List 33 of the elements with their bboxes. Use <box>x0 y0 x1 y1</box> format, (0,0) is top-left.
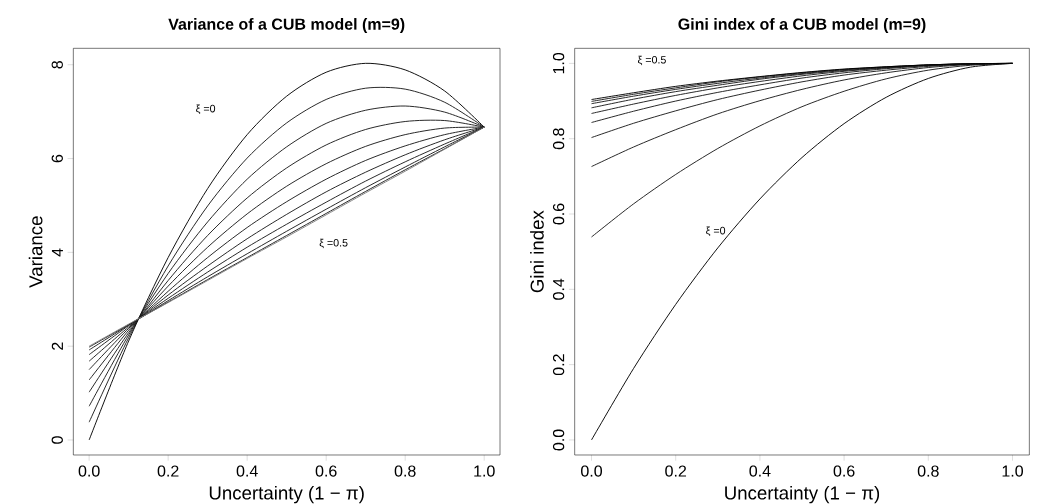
x-tick-label: 0.4 <box>749 465 771 477</box>
y-tick-label: 6 <box>51 154 63 163</box>
y-tick-label: 0.4 <box>552 278 565 300</box>
x-tick-label: 0.8 <box>394 465 416 477</box>
x-tick-label: 0.0 <box>78 465 100 477</box>
y-tick-label: 0.6 <box>552 203 565 225</box>
y-axis-title: Gini index <box>530 210 544 293</box>
chart-title: Variance of a CUB model (m=9) <box>168 18 405 33</box>
x-tick-label: 0.6 <box>315 465 337 477</box>
y-tick-label: 0.2 <box>552 354 565 376</box>
annotation: ξ =0 <box>706 226 726 237</box>
annotation: ξ =0.5 <box>319 238 348 249</box>
chart-title: Gini index of a CUB model (m=9) <box>678 18 926 33</box>
y-axis-title: Variance <box>28 216 43 288</box>
x-tick-label: 0.0 <box>581 465 603 477</box>
x-tick-label: 0.4 <box>236 465 258 477</box>
x-tick-label: 0.6 <box>833 465 855 477</box>
x-tick-label: 1.0 <box>1002 465 1024 477</box>
annotation: ξ =0 <box>196 104 216 115</box>
x-axis-title: Uncertainty (1 − π) <box>725 485 880 504</box>
x-tick-label: 0.8 <box>917 465 939 477</box>
y-tick-label: 0.0 <box>552 429 565 451</box>
x-tick-label: 0.2 <box>665 465 687 477</box>
annotation: ξ =0.5 <box>638 55 666 66</box>
y-tick-label: 4 <box>51 248 63 257</box>
x-tick-label: 0.2 <box>157 465 179 477</box>
y-tick-label: 1.0 <box>552 52 565 74</box>
y-tick-label: 0 <box>51 436 63 444</box>
y-tick-label: 0.8 <box>552 128 565 150</box>
y-tick-label: 2 <box>51 342 63 350</box>
x-axis-title: Uncertainty (1 − π) <box>209 485 364 504</box>
x-tick-label: 1.0 <box>474 465 495 477</box>
y-tick-label: 8 <box>51 60 63 69</box>
